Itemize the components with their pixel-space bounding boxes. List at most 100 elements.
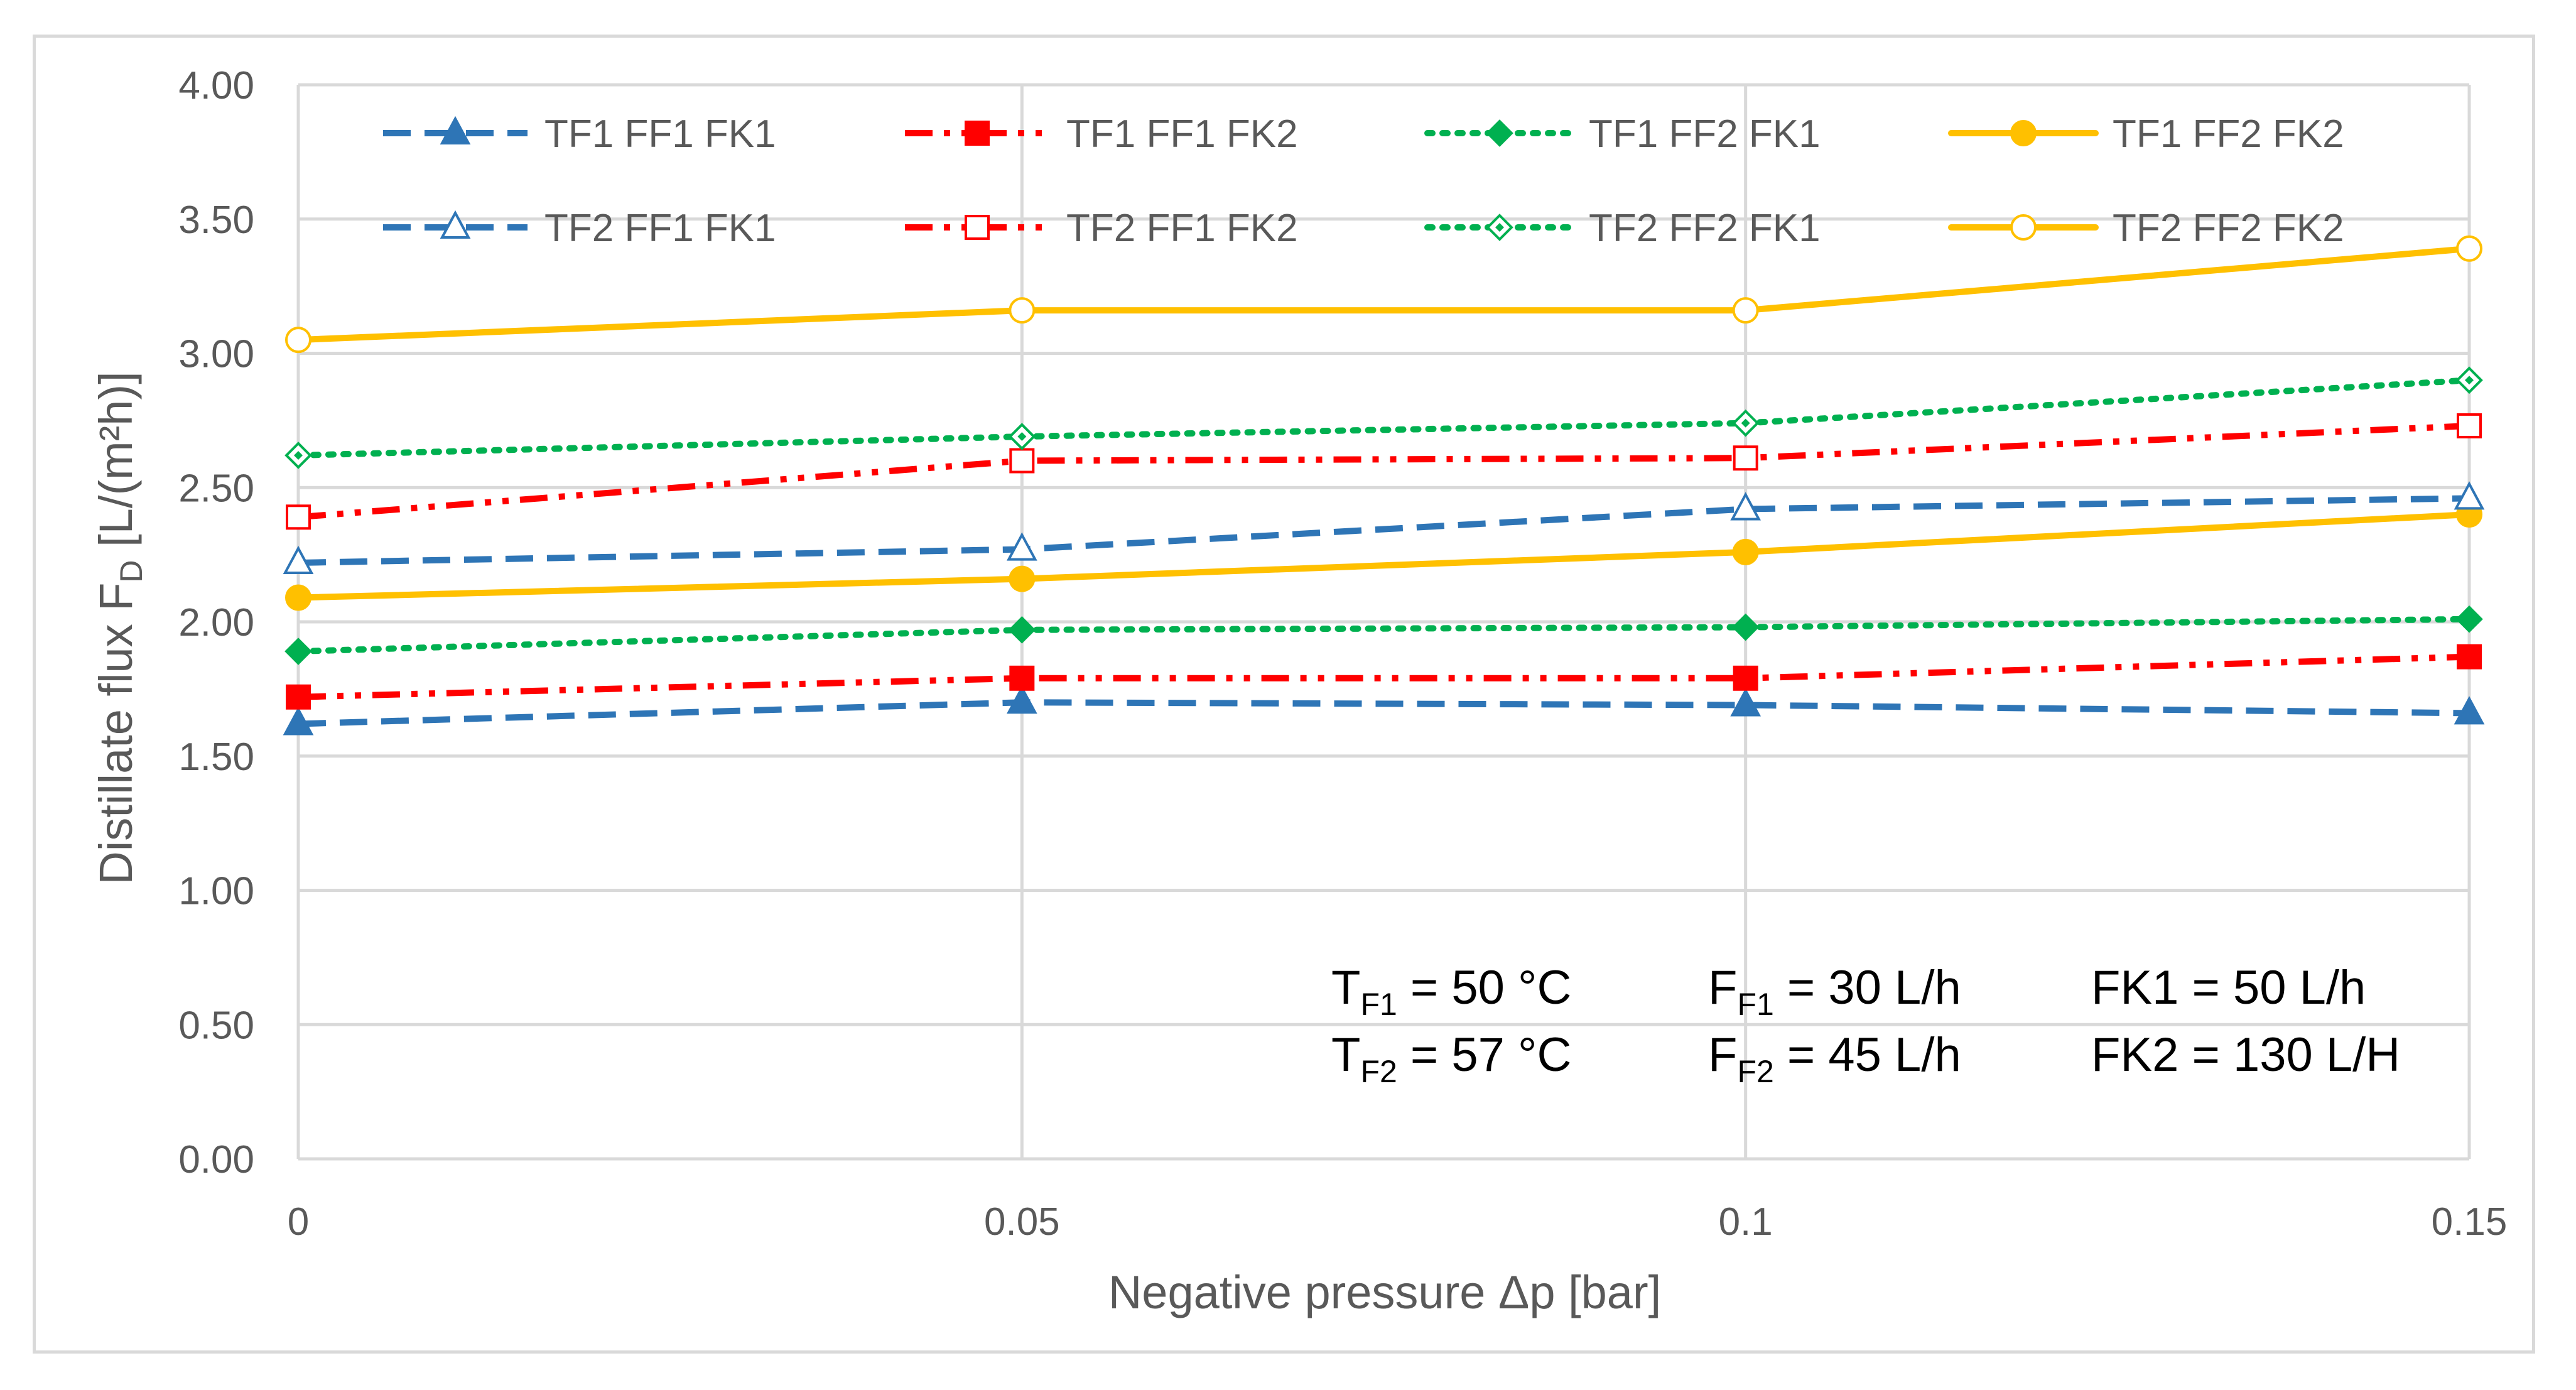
data-point (284, 638, 312, 665)
data-point (2457, 644, 2482, 670)
annotation-fk1: FK1 = 50 L/h (2091, 961, 2366, 1014)
legend-label: TF2 FF1 FK1 (544, 207, 776, 250)
legend-swatch-marker (965, 121, 990, 146)
data-point (2454, 481, 2485, 510)
legend-swatch-marker (965, 215, 990, 240)
data-point (283, 707, 314, 736)
series-tf2-ff2-fk1 (284, 366, 2483, 469)
annotation-fk2: FK2 = 130 L/H (2091, 1028, 2400, 1082)
y-axis-label-unit: [L/(m²h)] (90, 371, 142, 560)
series-tf1-ff2-fk1 (284, 605, 2483, 665)
data-point (1730, 688, 1762, 717)
series-tf1-ff2-fk2 (285, 501, 2482, 611)
data-point (2454, 696, 2485, 725)
x-tick-label: 0.1 (1719, 1200, 1773, 1244)
data-point (1733, 445, 1758, 471)
y-tick-label: 3.00 (178, 333, 254, 376)
series-line (295, 616, 2472, 655)
y-tick-label: 1.50 (178, 736, 254, 779)
annotation-tf1: TF1 = 50 °C (1331, 961, 1571, 1022)
data-point (1009, 448, 1035, 474)
series-line (298, 495, 2470, 566)
y-axis-label-main: Distillate flux F (90, 583, 142, 885)
marker-diamond-center (1741, 418, 1750, 428)
data-point (1009, 565, 1036, 592)
annotation-ff2: FF2 = 45 L/h (1708, 1028, 1961, 1089)
data-point (1006, 532, 1037, 561)
legend-label: TF1 FF1 FK2 (1066, 112, 1298, 156)
legend-item-tf1-ff1-fk1: TF1 FF1 FK1 (383, 112, 776, 156)
y-tick-label: 3.50 (178, 198, 254, 242)
data-point (1009, 297, 1036, 324)
data-point (1008, 616, 1036, 644)
legend-swatch-marker (440, 116, 471, 144)
y-tick-label: 0.50 (178, 1004, 254, 1047)
legend-item-tf2-ff1-fk1: TF2 FF1 FK1 (383, 207, 776, 250)
series-line (295, 511, 2472, 601)
legend-swatch-marker (2010, 120, 2037, 146)
series-line (298, 699, 2470, 727)
data-point (285, 584, 311, 611)
series-tf2-ff2-fk2 (285, 235, 2482, 354)
legend-item-tf2-ff2-fk2: TF2 FF2 FK2 (1948, 207, 2344, 250)
series-tf1-ff1-fk2 (286, 644, 2482, 710)
legend: TF1 FF1 FK1 TF1 FF1 FK2 TF1 FF2 FK1 TF1 FF2… (383, 112, 2344, 250)
legend-label: TF1 FF1 FK1 (544, 112, 776, 156)
y-tick-label: 0.00 (178, 1138, 254, 1181)
legend-item-tf2-ff1-fk2: TF2 FF1 FK2 (905, 207, 1298, 250)
series-line (298, 653, 2470, 700)
data-point (2455, 605, 2483, 633)
data-point (1009, 665, 1035, 691)
y-tick-label: 2.50 (178, 467, 254, 510)
data-point (286, 504, 311, 530)
data-point (1732, 538, 1759, 565)
series-line (295, 377, 2472, 459)
x-tick-label: 0.05 (984, 1200, 1060, 1244)
legend-label: TF2 FF1 FK2 (1066, 207, 1298, 250)
series-line (295, 245, 2472, 344)
chart-frame (33, 35, 2535, 1354)
data-point (286, 684, 311, 710)
annotation-tf2: TF2 = 57 °C (1331, 1028, 1571, 1089)
legend-item-tf1-ff1-fk2: TF1 FF1 FK2 (905, 112, 1298, 156)
data-point (1733, 665, 1758, 691)
conditions-annotation: TF1 = 50 °C FF1 = 30 L/h FK1 = 50 L/h TF… (1331, 961, 2400, 1089)
legend-item-tf1-ff2-fk2: TF1 FF2 FK2 (1948, 112, 2344, 156)
data-point (283, 545, 314, 574)
legend-swatch-marker (1486, 119, 1513, 147)
series-lines (283, 235, 2485, 736)
data-point (285, 327, 311, 354)
data-point (2456, 235, 2482, 262)
y-tick-label: 4.00 (178, 64, 254, 107)
x-tick-labels: 0 0.05 0.1 0.15 (288, 1200, 2508, 1244)
annotation-ff1: FF1 = 30 L/h (1708, 961, 1961, 1022)
series-tf2-ff1-fk2 (286, 413, 2482, 530)
y-axis-label-sub: D (114, 560, 149, 582)
y-tick-label: 2.00 (178, 601, 254, 644)
legend-label: TF2 FF2 FK1 (1589, 207, 1821, 250)
x-tick-label: 0.15 (2432, 1200, 2508, 1244)
legend-item-tf2-ff2-fk1: TF2 FF2 FK1 (1424, 207, 1821, 250)
y-tick-labels: 0.00 0.50 1.00 1.50 2.00 2.50 3.00 3.50 4.00 (178, 64, 254, 1181)
legend-label: TF1 FF2 FK2 (2113, 112, 2344, 156)
marker-diamond-center (294, 450, 303, 460)
legend-swatch-marker (440, 210, 471, 239)
data-point (1006, 685, 1037, 714)
legend-label: TF2 FF2 FK2 (2113, 207, 2344, 250)
legend-label: TF1 FF2 FK1 (1589, 112, 1821, 156)
legend-swatch-marker (2010, 214, 2037, 241)
series-tf2-ff1-fk1 (283, 481, 2485, 574)
y-axis-label: Distillate flux FD [L/(m²h)] (90, 371, 149, 884)
x-axis-label: Negative pressure Δp [bar] (1108, 1266, 1661, 1318)
marker-diamond-center (1495, 223, 1504, 232)
marker-diamond-center (1017, 432, 1027, 442)
data-point (1731, 613, 1760, 641)
legend-item-tf1-ff2-fk1: TF1 FF2 FK1 (1424, 112, 1821, 156)
data-point (1730, 492, 1762, 521)
y-tick-label: 1.00 (178, 870, 254, 913)
x-tick-label: 0 (288, 1200, 309, 1244)
data-point (1732, 297, 1759, 324)
series-tf1-ff1-fk1 (283, 685, 2485, 736)
marker-diamond-center (2465, 376, 2474, 385)
